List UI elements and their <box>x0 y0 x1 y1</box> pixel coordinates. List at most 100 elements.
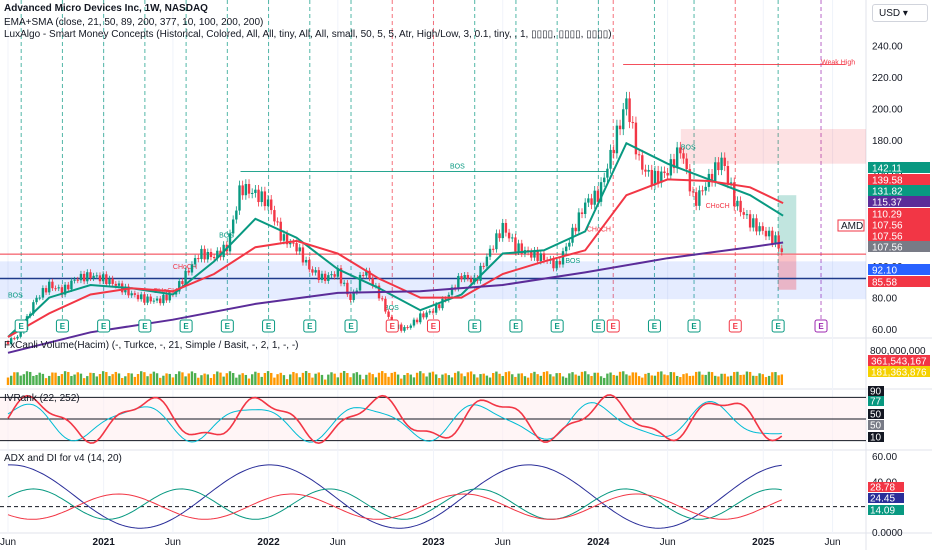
volume-bar <box>212 374 216 385</box>
volume-bar <box>596 372 600 385</box>
volume-bar <box>618 371 622 385</box>
volume-bar <box>574 374 577 385</box>
candle-body <box>568 242 571 247</box>
adx-tag-label: 28.78 <box>870 483 895 494</box>
volume-bar <box>393 371 397 385</box>
volume-bar <box>539 375 542 385</box>
volume-bar <box>517 373 520 385</box>
volume-bar <box>254 371 257 385</box>
candle-body <box>748 214 752 228</box>
volume-bar <box>482 373 485 385</box>
price-tag <box>868 276 930 287</box>
candle-body <box>400 324 403 331</box>
volume-bar <box>365 374 368 385</box>
smc-legend[interactable]: LuxAlgo - Smart Money Concepts (Historic… <box>4 29 612 40</box>
candle-body <box>656 170 660 183</box>
volume-bar <box>241 373 244 385</box>
candle-body <box>672 159 676 169</box>
candle-body <box>44 288 48 293</box>
earnings-badge-label: E <box>596 322 602 331</box>
candle-body <box>108 278 111 285</box>
volume-bar <box>653 375 657 385</box>
candle-body <box>409 325 412 328</box>
earnings-badge <box>771 319 785 333</box>
candle-body <box>606 168 609 178</box>
volume-bar <box>691 375 695 385</box>
candle-body <box>479 265 482 281</box>
volume-bar <box>327 374 330 385</box>
volume-bar <box>209 377 213 385</box>
candle-body <box>403 327 406 331</box>
candle-body <box>152 300 156 302</box>
volume-bar <box>16 372 19 385</box>
candle-body <box>241 185 244 196</box>
earnings-badge-label: E <box>472 322 478 331</box>
ivrank-tag-label: 50 <box>870 410 882 421</box>
volume-bar <box>22 374 26 385</box>
volume-bar <box>603 377 606 385</box>
ivrank-tag <box>868 432 884 442</box>
currency-selector[interactable]: USD ▾ <box>872 4 928 22</box>
earnings-badge <box>385 319 399 333</box>
candle-body <box>127 286 130 296</box>
candle-body <box>57 287 60 289</box>
candle-body <box>384 298 387 312</box>
volume-bar <box>193 373 197 385</box>
earnings-badge-label: E <box>691 322 697 331</box>
earnings-badge-label: E <box>348 322 354 331</box>
smc-label: CHoCH <box>173 264 197 271</box>
volume-bar <box>704 374 707 385</box>
candle-body <box>247 184 251 194</box>
volume-bar <box>48 375 51 385</box>
candle-body <box>482 265 485 267</box>
candle-body <box>333 274 336 277</box>
price-tag <box>868 241 930 252</box>
price-tick-label: 160.00 <box>872 168 903 179</box>
candle-body <box>13 338 16 340</box>
volume-bar <box>425 376 428 385</box>
candle-body <box>54 288 57 290</box>
candle-body <box>187 270 190 273</box>
volume-bar <box>244 374 248 385</box>
earnings-badge-label: E <box>266 322 272 331</box>
volume-bar <box>165 373 168 385</box>
price-tag-label: 142.11 <box>872 164 902 175</box>
volume-bar <box>514 376 517 385</box>
volume-tick-label: 800,000,000 <box>870 346 926 357</box>
ema-sma-legend[interactable]: EMA+SMA (close, 21, 50, 89, 200, 377, 10… <box>4 17 264 28</box>
volume-bar <box>25 371 29 385</box>
volume-bar <box>171 377 175 385</box>
volume-bar <box>285 379 289 385</box>
candle-body <box>653 170 657 185</box>
candle-body <box>669 159 673 176</box>
ivrank-tag-label: 10 <box>870 433 882 444</box>
volume-bar <box>35 374 38 385</box>
adx-tag <box>868 482 904 492</box>
candle-body <box>431 311 435 313</box>
volume-bar <box>187 373 190 385</box>
volume-bar <box>583 371 587 385</box>
candle-body <box>70 280 73 290</box>
volume-bar <box>469 371 473 385</box>
volume-bar <box>323 379 327 385</box>
earnings-badge <box>647 319 661 333</box>
volume-bar <box>536 374 539 385</box>
volume-bar <box>403 375 406 385</box>
adx-legend[interactable]: ADX and DI for v4 (14, 20) <box>4 453 122 464</box>
candle-body <box>298 247 301 252</box>
ivrank-legend[interactable]: IVRank (22, 252) <box>4 393 80 404</box>
volume-bar <box>720 373 723 385</box>
earnings-badge <box>97 319 111 333</box>
candle-body <box>498 233 501 239</box>
volume-bar <box>406 372 409 385</box>
volume-bar <box>178 371 181 385</box>
volume-bar <box>120 377 124 385</box>
candle-body <box>504 222 508 233</box>
earnings-badge-label: E <box>775 322 781 331</box>
volume-bar <box>124 376 127 385</box>
candle-body <box>758 226 761 232</box>
volume-legend[interactable]: FxCanli Volume(Hacim) (-, Turkce, -, 21,… <box>4 340 299 351</box>
volume-bar <box>707 371 711 385</box>
price-tag <box>868 185 930 196</box>
